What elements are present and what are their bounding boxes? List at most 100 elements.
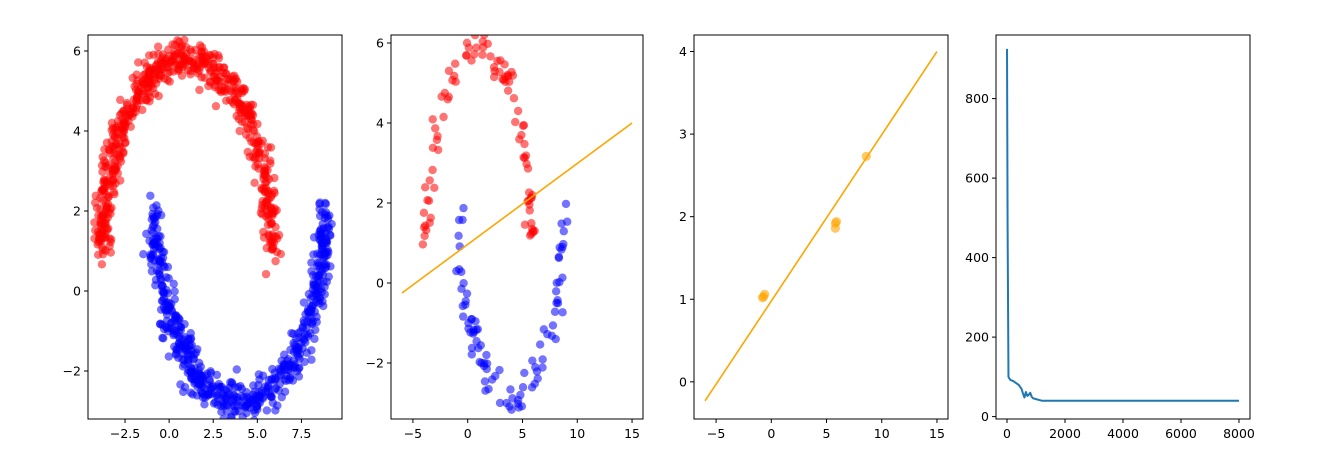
scatter-point [175,65,184,74]
scatter-point [190,63,199,72]
scatter-point [450,59,460,68]
scatter-point [156,243,165,253]
scatter-point [99,156,109,165]
subplot-2: −5 0 5 10 15 −2 0 2 4 6 [366,34,644,441]
scatter-point [307,355,316,364]
scatter-point [324,247,333,257]
scatter-point [97,260,107,269]
scatter-point [247,115,256,125]
scatter-point [428,115,437,124]
scatter-point [287,328,296,338]
y-tick-label: 200 [965,330,989,345]
scatter-point [558,273,567,282]
scatter-point [538,355,547,364]
scatter-point [208,382,218,392]
scatter-point [520,220,530,229]
scatter-point [758,292,769,302]
scatter-point [831,217,842,227]
scatter-point [153,42,163,51]
scatter-point [229,83,238,92]
scatter-point [146,191,155,200]
scatter-point [257,389,267,398]
scatter-point [164,45,173,54]
scatter-point [470,35,480,40]
scatter-point [242,395,251,404]
scatter-point [116,95,125,105]
scatter-point [311,325,320,335]
plot-area-4 [1006,48,1239,402]
y-tick-label: 2 [679,209,687,224]
y-tick-label: 6 [73,44,81,59]
scatter-point [320,260,329,269]
scatter-point [111,157,120,166]
x-tick-label: −5 [404,426,422,441]
scatter-point [168,325,178,335]
scatter-point [174,321,184,331]
scatter-point [422,225,431,235]
fit-line [401,122,633,294]
scatter-point [163,289,172,298]
scatter-point [527,383,537,392]
fit-line [704,51,938,402]
y-tick-label: 1 [679,292,687,307]
scatter-point [557,219,566,228]
y-tick-label: 2 [73,204,81,219]
scatter-point [551,334,560,344]
scatter-point [250,178,259,187]
y-tick-label: 2 [376,196,384,211]
scatter-point [93,240,102,249]
scatter-point [517,402,527,411]
scatter-point [210,83,219,92]
scatter-point [234,99,243,108]
scatter-point [101,199,111,208]
scatter-point [295,333,304,342]
scatter-point [430,183,439,193]
y-tick-label: 4 [73,124,81,139]
scatter-point [266,192,276,202]
scatter-point [263,201,273,210]
scatter-point [170,287,179,296]
scatter-point [188,390,197,399]
scatter-point [554,253,564,263]
scatter-point [312,312,321,322]
scatter-point [293,343,303,353]
scatter-point [189,55,198,64]
scatter-point [458,215,467,225]
scatter-point [124,110,134,120]
scatter-point [522,159,531,169]
subplot-4-marks [1006,48,1239,402]
scatter-point [295,354,304,363]
scatter-point [93,250,103,260]
scatter-point [480,35,489,39]
scatter-point [169,279,178,289]
scatter-point [437,92,446,101]
scatter-point [201,52,211,61]
scatter-point [151,281,160,290]
scatter-point [428,143,438,153]
subplot-1: −2.5 0.0 2.5 5.0 7.5 −2 0 2 4 6 [63,34,343,441]
series-1-points [90,35,285,279]
scatter-point [302,348,312,358]
scatter-point [246,100,256,110]
scatter-point [519,121,529,130]
scatter-point [163,75,172,85]
scatter-point [511,117,520,127]
x-tick-label: 2000 [1049,426,1081,441]
x-tick-label: 5 [519,426,527,441]
y-tick-label: 3 [679,127,687,142]
scatter-point [507,405,516,414]
scatter-point [515,135,524,144]
scatter-point [418,240,428,249]
scatter-point [180,360,189,369]
x-tick-label: 0 [1003,426,1011,441]
scatter-point [551,287,561,296]
scatter-point [271,406,280,415]
scatter-point [273,234,282,243]
scatter-point [104,224,113,233]
scatter-point [467,350,476,359]
scatter-point [314,271,324,280]
subplot-3-marks [704,51,938,402]
scatter-point [132,93,142,102]
scatter-point [227,413,236,419]
x-tick-label: 7.5 [291,426,311,441]
